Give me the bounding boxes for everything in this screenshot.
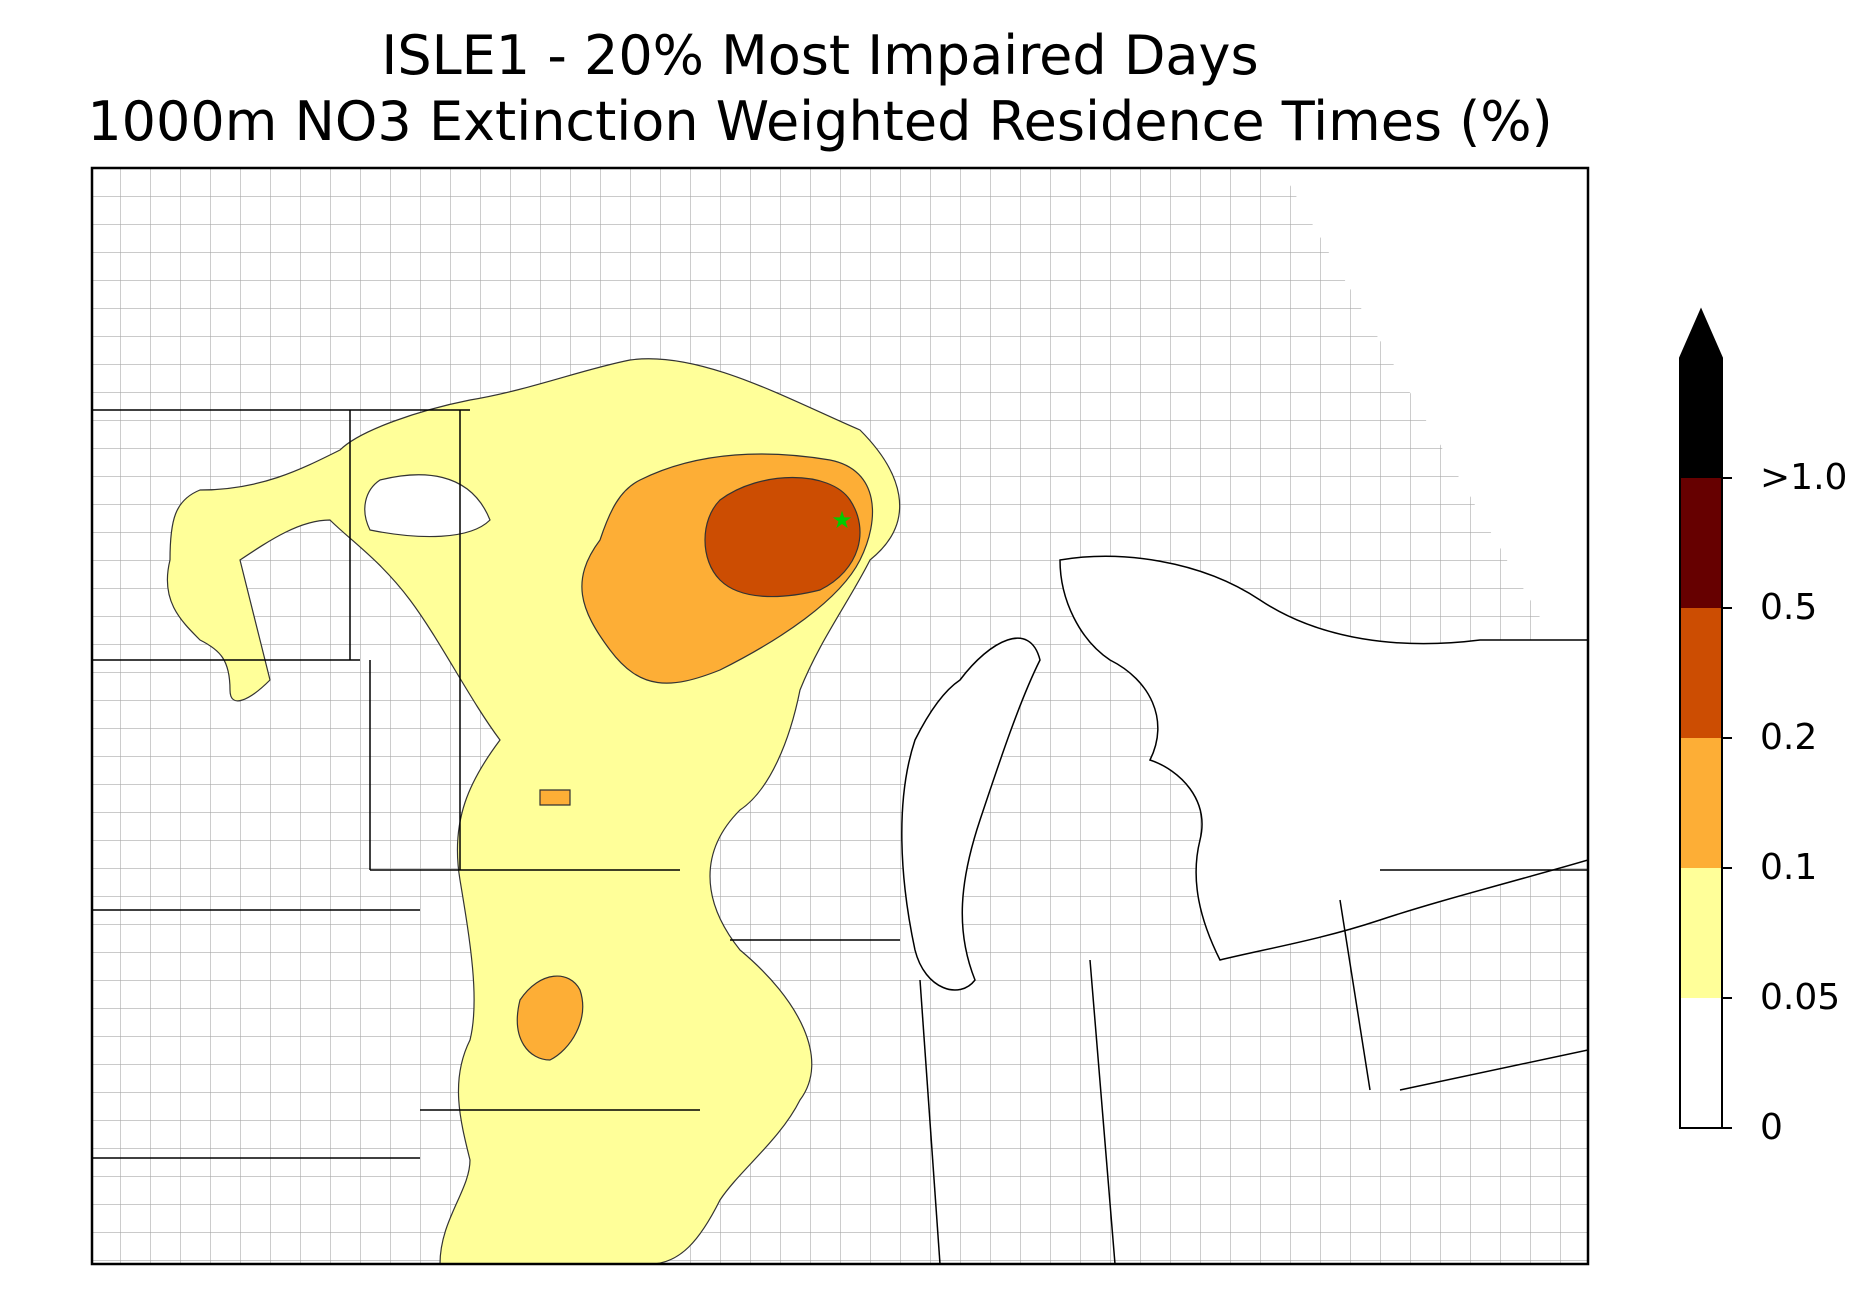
colorbar-tick-label: 0.2 bbox=[1760, 717, 1818, 758]
chart-title-line-1: ISLE1 - 20% Most Impaired Days bbox=[381, 24, 1259, 87]
contour-0.2 bbox=[704, 477, 861, 598]
colorbar-tick-label: >1.0 bbox=[1760, 457, 1848, 498]
colorbar-extend-arrow bbox=[1680, 310, 1722, 478]
star-icon: ★ bbox=[831, 506, 853, 534]
lake-michigan bbox=[901, 637, 1041, 991]
colorbar-outline bbox=[1679, 307, 1723, 1129]
colorbar-tick-label: 0.5 bbox=[1760, 587, 1818, 628]
colorbar-tick-label: 0.05 bbox=[1760, 977, 1841, 1018]
colorbar-band-1 bbox=[1680, 868, 1722, 998]
colorbar bbox=[1679, 307, 1732, 1129]
colorbar-band-0 bbox=[1680, 998, 1722, 1128]
colorbar-band-3 bbox=[1680, 608, 1722, 738]
colorbar-tick-label: 0.1 bbox=[1760, 847, 1818, 888]
colorbar-band-4 bbox=[1680, 478, 1722, 608]
lake-huron-erie bbox=[1059, 555, 1588, 961]
colorbar-band-2 bbox=[1680, 738, 1722, 868]
colorbar-tick-label: 0 bbox=[1760, 1107, 1783, 1148]
contour-0.1-blob-mn bbox=[539, 789, 571, 806]
contour-0.1-blob-iowa bbox=[516, 975, 584, 1061]
map-frame bbox=[90, 166, 1590, 1266]
chart-title-line-2: 1000m NO3 Extinction Weighted Residence … bbox=[87, 90, 1553, 153]
map-panel: ★ bbox=[92, 168, 1588, 1264]
contour-0.05-hole bbox=[364, 474, 491, 538]
state-boundaries bbox=[92, 409, 1588, 1264]
